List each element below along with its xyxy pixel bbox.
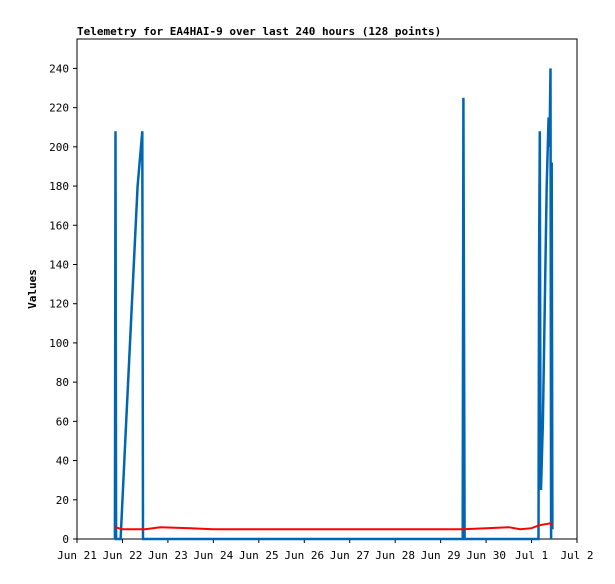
y-axis-ticks: 0 20 40 60 80 100 120 140 160 180 200 220 240 xyxy=(49,62,77,546)
chart-title: Telemetry for EA4HAI-9 over last 240 hou… xyxy=(77,25,441,38)
y-tick-label: 40 xyxy=(56,455,69,468)
y-tick-label: 200 xyxy=(49,141,69,154)
x-tick-label: Jun 27 xyxy=(330,549,370,562)
y-tick-label: 140 xyxy=(49,258,69,271)
series-line-0 xyxy=(113,68,554,541)
y-tick-label: 180 xyxy=(49,180,69,193)
x-tick-label: Jul 1 xyxy=(515,549,548,562)
x-tick-label: Jun 21 xyxy=(57,549,97,562)
y-tick-label: 220 xyxy=(49,102,69,115)
series-line-1 xyxy=(114,522,554,531)
y-tick-label: 0 xyxy=(62,533,69,546)
plot-area-frame xyxy=(76,38,578,540)
y-tick-label: 100 xyxy=(49,337,69,350)
y-tick-label: 240 xyxy=(49,62,69,75)
y-tick-label: 20 xyxy=(56,494,69,507)
y-tick-label: 120 xyxy=(49,298,69,311)
x-tick-label: Jun 22 xyxy=(103,549,143,562)
x-tick-label: Jun 26 xyxy=(284,549,324,562)
series-layer xyxy=(113,68,554,541)
x-tick-label: Jun 23 xyxy=(148,549,188,562)
x-tick-label: Jun 24 xyxy=(193,549,233,562)
x-axis-ticks: Jun 21 Jun 22 Jun 23 Jun 24 Jun 25 Jun 26 Jun … xyxy=(57,539,594,562)
y-axis-label: Values xyxy=(26,269,39,309)
x-tick-label: Jun 28 xyxy=(375,549,415,562)
x-tick-label: Jun 25 xyxy=(239,549,279,562)
y-tick-label: 60 xyxy=(56,415,69,428)
x-tick-label: Jun 30 xyxy=(466,549,506,562)
y-tick-label: 80 xyxy=(56,376,69,389)
y-tick-label: 160 xyxy=(49,219,69,232)
x-tick-label: Jun 29 xyxy=(421,549,461,562)
x-tick-label: Jul 2 xyxy=(560,549,593,562)
